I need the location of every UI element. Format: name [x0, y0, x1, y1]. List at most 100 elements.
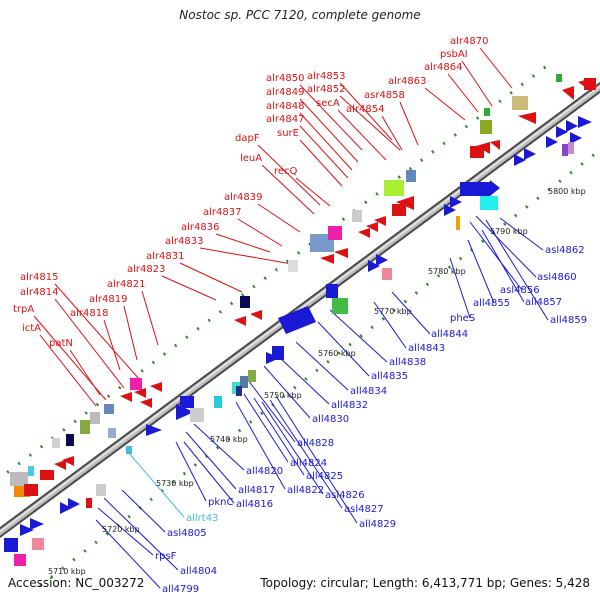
- gene-label[interactable]: recQ: [274, 166, 298, 177]
- gene-labels: alr4870 psbAI alr4864 alr4863 alr4853alr4850…: [13, 36, 587, 595]
- gene-label[interactable]: asl4827: [344, 504, 384, 515]
- gene-label[interactable]: asl4856: [500, 285, 540, 296]
- gene-label[interactable]: patN: [49, 338, 73, 349]
- feature-green: [556, 74, 562, 82]
- feature-multi: [562, 144, 568, 156]
- gene-label[interactable]: all4824: [290, 458, 327, 469]
- gene-label[interactable]: alr4831: [146, 251, 184, 262]
- feature-cyan: [214, 396, 222, 408]
- feature-cyan: [480, 196, 498, 210]
- feature-olive: [248, 370, 256, 382]
- topology-summary: Topology: circular; Length: 6,413,771 bp…: [260, 576, 590, 590]
- gene-label[interactable]: alr4864: [424, 62, 462, 73]
- map-title: Nostoc sp. PCC 7120, complete genome: [179, 8, 421, 22]
- gene-label[interactable]: leuA: [240, 153, 262, 164]
- feature-navy: [240, 296, 250, 308]
- feature-magenta: [328, 226, 342, 240]
- feature-cyan: [28, 466, 34, 476]
- feature-steel: [108, 428, 116, 438]
- gene-label[interactable]: all4834: [350, 386, 387, 397]
- feature-magenta: [130, 378, 142, 390]
- gene-label[interactable]: all4804: [180, 566, 217, 577]
- gene-label[interactable]: all4799: [162, 584, 199, 595]
- gene-label[interactable]: secA: [316, 98, 340, 109]
- gene-label[interactable]: alr4863: [388, 76, 426, 87]
- gene-label[interactable]: all4844: [431, 329, 468, 340]
- gene-label[interactable]: allrt43: [186, 513, 218, 524]
- gene-label[interactable]: all4859: [550, 315, 587, 326]
- gene-label[interactable]: all4829: [359, 519, 396, 530]
- gene-label[interactable]: alr4814: [20, 287, 58, 298]
- feature-green: [332, 298, 348, 314]
- feature-red-small: [86, 498, 92, 508]
- feature-pink: [32, 538, 44, 550]
- accession-text: Accession: NC_003272: [8, 576, 145, 590]
- gene-label[interactable]: psbAI: [440, 49, 468, 60]
- scale-tick-label: 5760 kbp: [318, 349, 356, 358]
- gene-label[interactable]: all4822: [287, 485, 324, 496]
- forward-strand-features: [10, 74, 596, 497]
- feature-magenta: [14, 554, 26, 566]
- leader-lines: [33, 47, 549, 589]
- gene-label[interactable]: alr4853: [307, 71, 345, 82]
- scale-tick-label: 5710 kbp: [48, 567, 86, 576]
- gene-label[interactable]: all4820: [246, 466, 283, 477]
- gene-label[interactable]: alr4837: [203, 207, 241, 218]
- gene-label[interactable]: alr4839: [224, 192, 262, 203]
- gene-label[interactable]: pknC: [208, 497, 233, 508]
- feature-grey: [352, 210, 362, 222]
- gene-label[interactable]: all4843: [408, 343, 445, 354]
- gene-label[interactable]: asl4805: [167, 528, 207, 539]
- gene-label[interactable]: alr4833: [165, 236, 203, 247]
- feature-grey: [288, 260, 298, 272]
- feature-grey: [90, 412, 100, 424]
- gene-label[interactable]: pheS: [450, 313, 475, 324]
- feature-steel: [406, 170, 416, 182]
- gene-label[interactable]: all4838: [389, 357, 426, 368]
- gene-label[interactable]: all4855: [473, 298, 510, 309]
- gene-label[interactable]: all4816: [236, 499, 273, 510]
- gene-label[interactable]: alr4815: [20, 272, 58, 283]
- gene-label[interactable]: asl4826: [325, 490, 365, 501]
- scale-tick-label: 5720 kbp: [102, 525, 140, 534]
- feature-khaki: [512, 96, 528, 110]
- scale-tick-label: 5740 kbp: [210, 435, 248, 444]
- gene-label[interactable]: rpsF: [155, 551, 177, 562]
- feature-grey: [10, 472, 28, 486]
- gene-label[interactable]: alr4852: [307, 84, 345, 95]
- gene-label[interactable]: dapF: [235, 133, 260, 144]
- gene-label[interactable]: all4825: [306, 471, 343, 482]
- feature-orange: [456, 216, 460, 230]
- gene-label[interactable]: alr4818: [70, 308, 108, 319]
- feature-multi: [568, 142, 574, 154]
- gene-label[interactable]: alr4821: [107, 279, 145, 290]
- gene-label[interactable]: all4857: [525, 297, 562, 308]
- gene-label[interactable]: alr4854: [346, 104, 384, 115]
- gene-label[interactable]: all4817: [238, 485, 275, 496]
- feature-olive: [480, 120, 492, 134]
- gene-label[interactable]: trpA: [13, 304, 34, 315]
- scale-tick-label: 5730 kbp: [156, 479, 194, 488]
- gene-label[interactable]: asl4860: [537, 272, 577, 283]
- feature-rna: [126, 446, 132, 454]
- gene-label[interactable]: asr4858: [364, 90, 405, 101]
- gene-label[interactable]: all4828: [297, 438, 334, 449]
- gene-label[interactable]: alr4849: [266, 87, 304, 98]
- gene-label[interactable]: alr4847: [266, 114, 304, 125]
- feature-lime: [384, 180, 404, 196]
- gene-label[interactable]: alr4823: [127, 264, 165, 275]
- gene-label[interactable]: all4830: [312, 414, 349, 425]
- feature-navy: [66, 434, 74, 446]
- gene-label[interactable]: all4835: [371, 371, 408, 382]
- gene-label[interactable]: alr4848: [266, 101, 304, 112]
- gene-label[interactable]: surE: [277, 128, 299, 139]
- gene-label[interactable]: asl4862: [545, 245, 585, 256]
- gene-label[interactable]: alr4819: [89, 294, 127, 305]
- gene-label[interactable]: alr4850: [266, 73, 304, 84]
- gene-label[interactable]: alr4870: [450, 36, 488, 47]
- gene-label[interactable]: ictA: [22, 323, 41, 334]
- gene-label[interactable]: all4832: [331, 400, 368, 411]
- feature-steel: [104, 404, 114, 414]
- gene-label[interactable]: alr4836: [181, 222, 219, 233]
